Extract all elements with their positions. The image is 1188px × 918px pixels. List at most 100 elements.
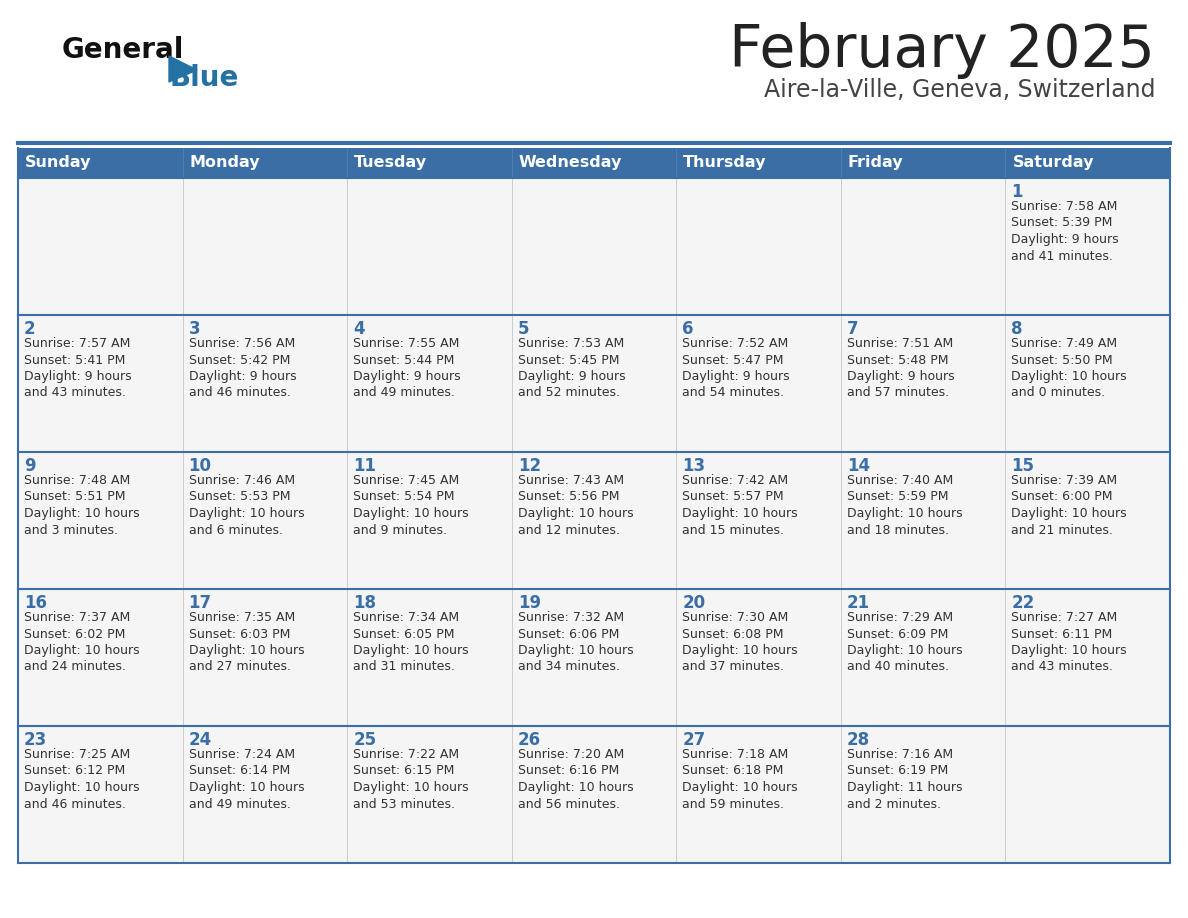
Text: and 43 minutes.: and 43 minutes. <box>24 386 126 399</box>
Text: and 37 minutes.: and 37 minutes. <box>682 660 784 674</box>
Text: 19: 19 <box>518 594 541 612</box>
Text: Daylight: 9 hours: Daylight: 9 hours <box>1011 233 1119 246</box>
Text: 14: 14 <box>847 457 870 475</box>
Text: Sunday: Sunday <box>25 155 91 171</box>
Text: General: General <box>62 36 184 64</box>
Text: Sunrise: 7:46 AM: Sunrise: 7:46 AM <box>189 474 295 487</box>
Text: Daylight: 10 hours: Daylight: 10 hours <box>353 781 469 794</box>
Text: Sunset: 5:50 PM: Sunset: 5:50 PM <box>1011 353 1113 366</box>
Text: Daylight: 10 hours: Daylight: 10 hours <box>1011 644 1127 657</box>
Text: Sunrise: 7:58 AM: Sunrise: 7:58 AM <box>1011 200 1118 213</box>
Text: Sunset: 5:39 PM: Sunset: 5:39 PM <box>1011 217 1113 230</box>
Text: Daylight: 10 hours: Daylight: 10 hours <box>24 644 140 657</box>
Text: Daylight: 9 hours: Daylight: 9 hours <box>682 370 790 383</box>
Text: and 41 minutes.: and 41 minutes. <box>1011 250 1113 263</box>
Text: 13: 13 <box>682 457 706 475</box>
Text: 22: 22 <box>1011 594 1035 612</box>
Text: Daylight: 10 hours: Daylight: 10 hours <box>847 507 962 520</box>
Text: Sunset: 5:47 PM: Sunset: 5:47 PM <box>682 353 784 366</box>
Text: 1: 1 <box>1011 183 1023 201</box>
Text: Sunset: 5:42 PM: Sunset: 5:42 PM <box>189 353 290 366</box>
Text: 10: 10 <box>189 457 211 475</box>
Text: 2: 2 <box>24 320 36 338</box>
Text: 21: 21 <box>847 594 870 612</box>
Text: Sunrise: 7:56 AM: Sunrise: 7:56 AM <box>189 337 295 350</box>
Text: 7: 7 <box>847 320 859 338</box>
Text: and 40 minutes.: and 40 minutes. <box>847 660 949 674</box>
Text: Sunrise: 7:37 AM: Sunrise: 7:37 AM <box>24 611 131 624</box>
Text: 18: 18 <box>353 594 377 612</box>
Text: Sunset: 5:54 PM: Sunset: 5:54 PM <box>353 490 455 503</box>
Bar <box>18 178 1170 315</box>
Text: Sunrise: 7:57 AM: Sunrise: 7:57 AM <box>24 337 131 350</box>
Text: Sunrise: 7:49 AM: Sunrise: 7:49 AM <box>1011 337 1118 350</box>
Text: Sunset: 5:51 PM: Sunset: 5:51 PM <box>24 490 126 503</box>
Text: Daylight: 10 hours: Daylight: 10 hours <box>682 781 798 794</box>
Text: and 46 minutes.: and 46 minutes. <box>24 798 126 811</box>
Text: Sunset: 6:19 PM: Sunset: 6:19 PM <box>847 765 948 778</box>
Text: and 46 minutes.: and 46 minutes. <box>189 386 290 399</box>
Text: Daylight: 10 hours: Daylight: 10 hours <box>189 781 304 794</box>
Text: and 43 minutes.: and 43 minutes. <box>1011 660 1113 674</box>
Text: Daylight: 10 hours: Daylight: 10 hours <box>353 507 469 520</box>
Text: 24: 24 <box>189 731 211 749</box>
Text: Sunrise: 7:27 AM: Sunrise: 7:27 AM <box>1011 611 1118 624</box>
Text: Sunrise: 7:29 AM: Sunrise: 7:29 AM <box>847 611 953 624</box>
Text: Daylight: 10 hours: Daylight: 10 hours <box>682 644 798 657</box>
Text: and 2 minutes.: and 2 minutes. <box>847 798 941 811</box>
Text: Sunset: 6:02 PM: Sunset: 6:02 PM <box>24 628 126 641</box>
Text: and 54 minutes.: and 54 minutes. <box>682 386 784 399</box>
Text: 20: 20 <box>682 594 706 612</box>
Text: and 49 minutes.: and 49 minutes. <box>189 798 290 811</box>
Text: Daylight: 11 hours: Daylight: 11 hours <box>847 781 962 794</box>
Text: 3: 3 <box>189 320 201 338</box>
Text: Sunset: 6:08 PM: Sunset: 6:08 PM <box>682 628 784 641</box>
Text: Sunrise: 7:52 AM: Sunrise: 7:52 AM <box>682 337 789 350</box>
Text: and 21 minutes.: and 21 minutes. <box>1011 523 1113 536</box>
Text: Thursday: Thursday <box>683 155 766 171</box>
Text: 26: 26 <box>518 731 541 749</box>
Text: 9: 9 <box>24 457 36 475</box>
Text: Sunset: 6:11 PM: Sunset: 6:11 PM <box>1011 628 1113 641</box>
Text: and 34 minutes.: and 34 minutes. <box>518 660 620 674</box>
Text: Daylight: 10 hours: Daylight: 10 hours <box>1011 370 1127 383</box>
Text: and 24 minutes.: and 24 minutes. <box>24 660 126 674</box>
Text: Daylight: 10 hours: Daylight: 10 hours <box>682 507 798 520</box>
Text: Sunrise: 7:34 AM: Sunrise: 7:34 AM <box>353 611 460 624</box>
Text: and 56 minutes.: and 56 minutes. <box>518 798 620 811</box>
Text: Daylight: 10 hours: Daylight: 10 hours <box>1011 507 1127 520</box>
Bar <box>18 726 1170 863</box>
Text: Sunset: 5:56 PM: Sunset: 5:56 PM <box>518 490 619 503</box>
Text: and 6 minutes.: and 6 minutes. <box>189 523 283 536</box>
Text: Sunrise: 7:32 AM: Sunrise: 7:32 AM <box>518 611 624 624</box>
Text: Sunset: 5:45 PM: Sunset: 5:45 PM <box>518 353 619 366</box>
Text: Sunset: 5:44 PM: Sunset: 5:44 PM <box>353 353 455 366</box>
Text: Sunset: 6:15 PM: Sunset: 6:15 PM <box>353 765 455 778</box>
Text: Sunrise: 7:18 AM: Sunrise: 7:18 AM <box>682 748 789 761</box>
Text: 6: 6 <box>682 320 694 338</box>
Text: Daylight: 9 hours: Daylight: 9 hours <box>353 370 461 383</box>
Text: Sunrise: 7:51 AM: Sunrise: 7:51 AM <box>847 337 953 350</box>
Text: 4: 4 <box>353 320 365 338</box>
Bar <box>18 589 1170 726</box>
Text: 23: 23 <box>24 731 48 749</box>
Text: Daylight: 10 hours: Daylight: 10 hours <box>189 644 304 657</box>
Text: Sunrise: 7:20 AM: Sunrise: 7:20 AM <box>518 748 624 761</box>
Bar <box>18 148 1170 178</box>
Text: 16: 16 <box>24 594 48 612</box>
Text: Sunrise: 7:25 AM: Sunrise: 7:25 AM <box>24 748 131 761</box>
Text: Tuesday: Tuesday <box>354 155 428 171</box>
Text: Sunset: 5:41 PM: Sunset: 5:41 PM <box>24 353 126 366</box>
Text: 11: 11 <box>353 457 377 475</box>
Text: 5: 5 <box>518 320 529 338</box>
Text: Daylight: 10 hours: Daylight: 10 hours <box>518 644 633 657</box>
Text: Daylight: 10 hours: Daylight: 10 hours <box>189 507 304 520</box>
Text: Daylight: 10 hours: Daylight: 10 hours <box>518 781 633 794</box>
Text: Wednesday: Wednesday <box>519 155 623 171</box>
Text: and 15 minutes.: and 15 minutes. <box>682 523 784 536</box>
Text: and 31 minutes.: and 31 minutes. <box>353 660 455 674</box>
Text: Daylight: 10 hours: Daylight: 10 hours <box>24 507 140 520</box>
Text: 15: 15 <box>1011 457 1035 475</box>
Text: Daylight: 9 hours: Daylight: 9 hours <box>189 370 296 383</box>
Text: and 59 minutes.: and 59 minutes. <box>682 798 784 811</box>
